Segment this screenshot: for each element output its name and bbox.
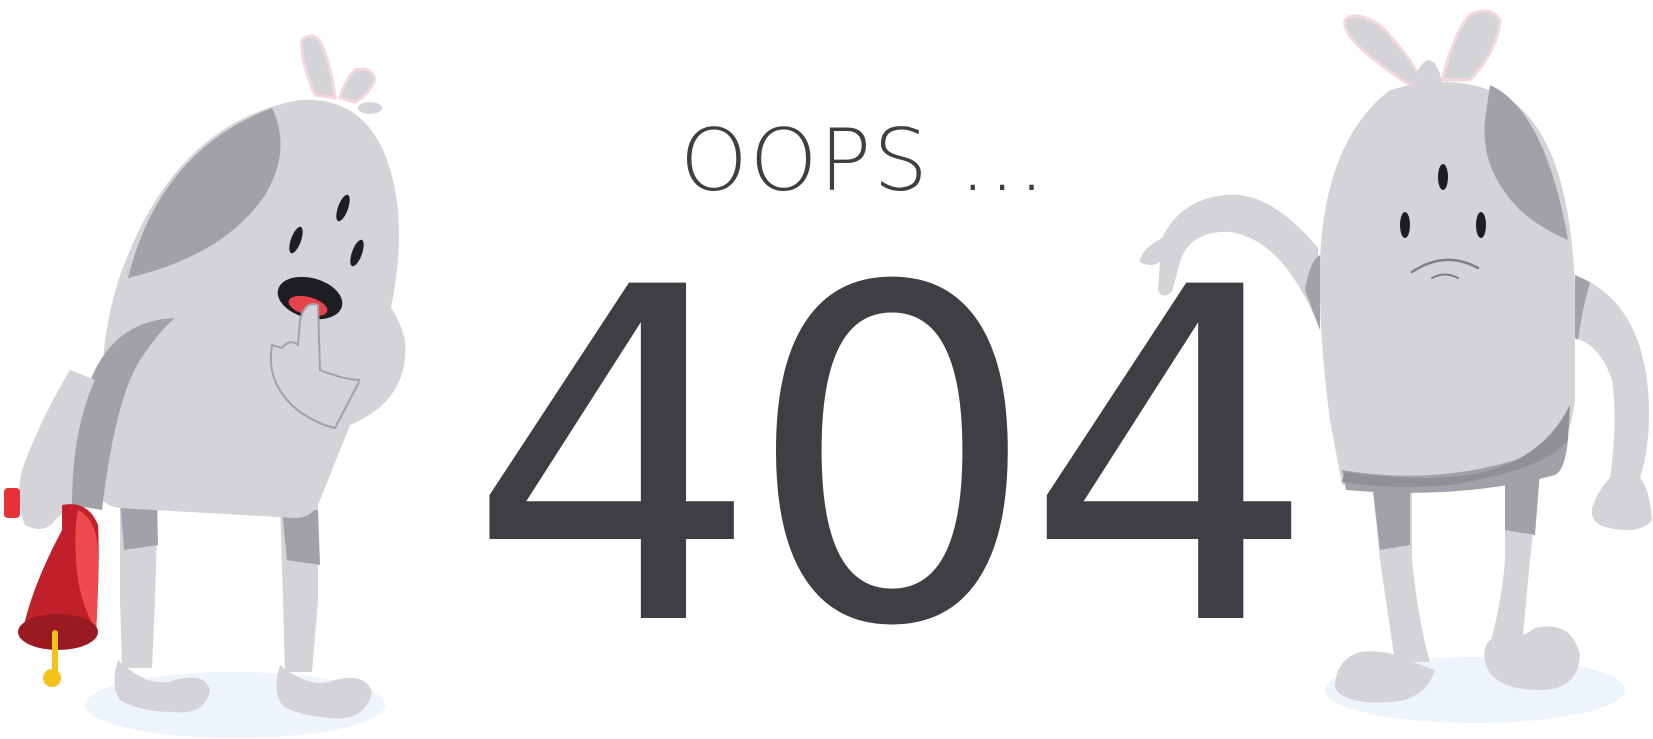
right-monster [1140, 9, 1652, 703]
left-monster [4, 34, 406, 719]
bell-icon [4, 488, 99, 687]
error-code: 404 [467, 192, 1317, 727]
headline: OOPS ... [680, 111, 1048, 211]
